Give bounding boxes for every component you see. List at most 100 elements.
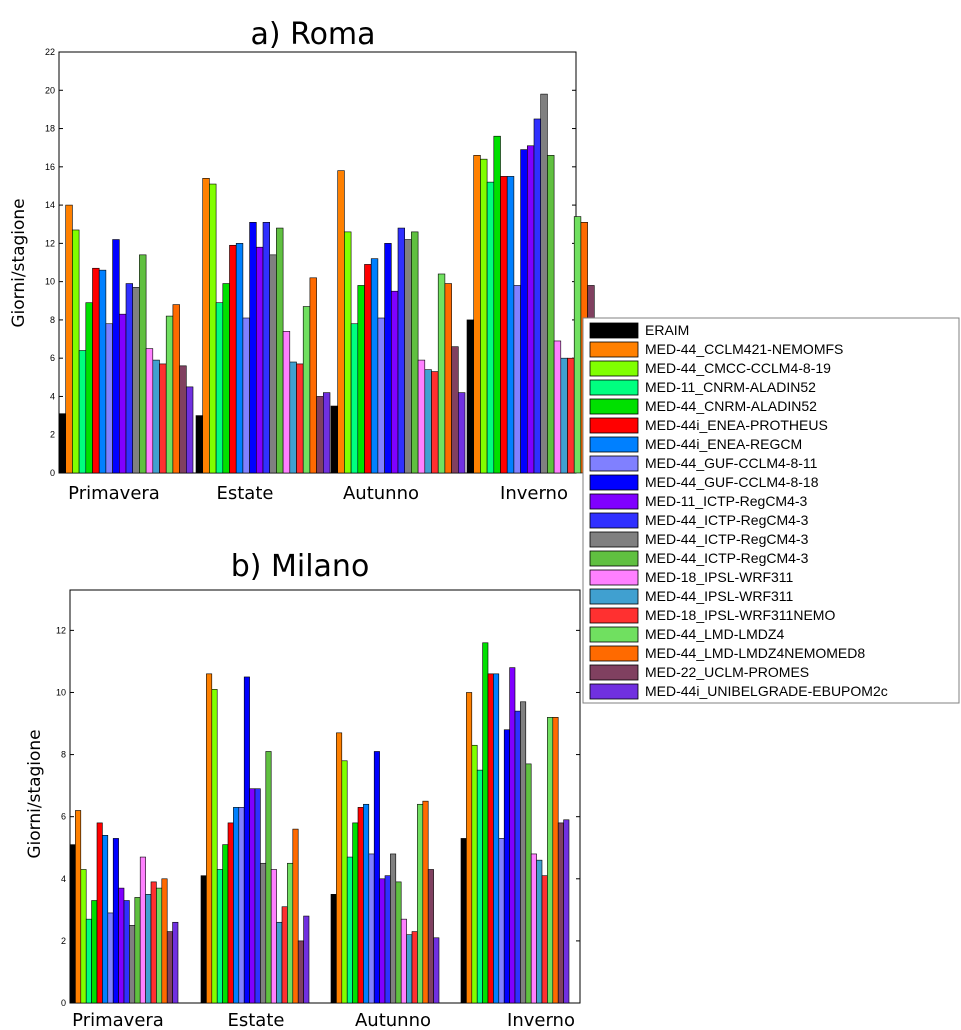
bar-milano-estate-14: [276, 921, 283, 1004]
legend-swatch: [589, 322, 639, 339]
bar-milano-autunno-3: [346, 856, 353, 1004]
bar-milano-primavera-6: [102, 835, 109, 1004]
bar-roma-autunno-18: [451, 346, 459, 474]
x-tick-label-inverno-milano: Inverno: [507, 1010, 575, 1030]
legend-swatch: [589, 664, 639, 681]
bar-roma-estate-16: [302, 306, 311, 474]
bar-milano-autunno-1: [336, 732, 343, 1004]
bar-roma-primavera-1: [65, 204, 73, 474]
legend-label: MED-44_CCLM421-NEMOMFS: [645, 341, 843, 357]
y-tick-label: 0: [50, 468, 55, 478]
bar-roma-primavera-8: [112, 239, 120, 474]
x-tick-labels-roma: Primavera Estate Autunno Inverno: [68, 483, 568, 504]
bar-roma-inverno-9: [526, 145, 535, 474]
legend-label: MED-44i_ENEA-REGCM: [645, 436, 802, 452]
x-tick-labels-milano: Primavera Estate Autunno Inverno: [72, 1010, 575, 1030]
bar-roma-inverno-11: [540, 93, 548, 474]
bar-milano-autunno-11: [390, 853, 397, 1004]
bar-milano-inverno-19: [563, 819, 570, 1004]
legend-swatch: [589, 626, 639, 643]
bar-milano-inverno-17: [552, 717, 559, 1004]
bar-roma-autunno-0: [330, 405, 338, 474]
x-tick-label-estate-milano: Estate: [228, 1010, 285, 1030]
bar-roma-primavera-17: [172, 304, 180, 474]
x-tick-label-primavera-roma: Primavera: [68, 483, 160, 504]
bar-roma-inverno-10: [533, 118, 541, 474]
bar-milano-estate-1: [206, 673, 213, 1004]
bar-milano-inverno-4: [482, 642, 489, 1004]
bar-milano-autunno-0: [330, 894, 337, 1004]
legend-box: [582, 317, 960, 704]
bar-milano-primavera-12: [134, 897, 141, 1004]
bar-milano-estate-11: [260, 862, 267, 1004]
legend-swatch: [589, 379, 639, 396]
bar-roma-inverno-2: [480, 158, 488, 474]
y-tick-label: 4: [50, 391, 55, 401]
bar-roma-inverno-7: [513, 285, 521, 474]
legend-label: MED-18_IPSL-WRF311: [645, 569, 794, 585]
bar-milano-autunno-7: [368, 853, 375, 1004]
bars-roma: [58, 93, 595, 474]
bar-roma-autunno-6: [370, 258, 379, 474]
bar-milano-autunno-4: [352, 822, 359, 1004]
bar-roma-estate-14: [289, 361, 297, 474]
bar-milano-inverno-12: [525, 763, 532, 1004]
y-tick-label: 6: [61, 812, 66, 822]
bar-milano-primavera-18: [166, 931, 173, 1004]
legend-swatch: [589, 341, 639, 358]
bar-milano-autunno-10: [384, 875, 391, 1004]
bar-milano-inverno-6: [493, 673, 500, 1004]
legend-swatch: [589, 360, 639, 377]
y-tick-label: 8: [61, 750, 66, 760]
legend-swatch: [589, 417, 639, 434]
bar-milano-estate-10: [254, 788, 261, 1004]
bar-roma-primavera-11: [132, 287, 140, 474]
bar-milano-autunno-12: [395, 881, 402, 1004]
legend-swatch: [589, 455, 639, 472]
legend-label: MED-44_GUF-CCLM4-8-11: [645, 455, 818, 471]
bar-milano-estate-15: [281, 906, 288, 1004]
bar-roma-estate-0: [195, 415, 203, 474]
bar-milano-estate-4: [222, 844, 229, 1004]
legend-swatch: [589, 512, 639, 529]
y-tick-label: 10: [45, 277, 55, 287]
bar-milano-estate-19: [303, 915, 310, 1004]
bar-milano-inverno-2: [471, 744, 478, 1004]
bar-roma-autunno-14: [424, 369, 432, 474]
y-tick-label: 18: [45, 124, 55, 134]
bar-roma-estate-5: [229, 244, 237, 474]
bar-roma-estate-19: [322, 392, 331, 474]
bar-roma-autunno-16: [437, 273, 446, 474]
bar-roma-inverno-1: [473, 155, 481, 474]
bar-milano-autunno-17: [422, 800, 429, 1004]
bar-roma-autunno-10: [397, 227, 405, 474]
y-tick-label: 10: [56, 687, 66, 697]
bar-roma-autunno-9: [390, 290, 399, 474]
y-tick-label: 6: [50, 353, 55, 363]
bar-milano-estate-13: [270, 869, 277, 1004]
legend-label: MED-44_CMCC-CCLM4-8-19: [645, 360, 831, 376]
bar-roma-autunno-7: [377, 317, 385, 474]
y-tick-label: 4: [61, 874, 66, 884]
bar-milano-inverno-5: [487, 673, 494, 1004]
y-tick-label: 0: [61, 998, 66, 1008]
bar-roma-autunno-17: [444, 283, 452, 474]
bar-milano-inverno-10: [514, 710, 521, 1004]
bar-roma-autunno-1: [337, 170, 345, 474]
bar-milano-primavera-1: [75, 810, 82, 1004]
bar-roma-inverno-3: [486, 181, 495, 474]
legend-swatch: [589, 493, 639, 510]
legend-label: MED-44i_UNIBELGRADE-EBUPOM2c: [645, 683, 888, 699]
bar-roma-autunno-15: [431, 371, 439, 474]
y-axis-label-milano: Giorni/stagione: [25, 729, 45, 858]
legend-label: MED-44_IPSL-WRF311: [645, 588, 794, 604]
bar-milano-estate-5: [227, 822, 234, 1004]
bar-roma-estate-15: [296, 363, 304, 474]
legend-swatch: [589, 607, 639, 624]
bar-milano-primavera-11: [129, 925, 136, 1004]
y-tick-label: 12: [45, 238, 55, 248]
bar-milano-estate-7: [238, 807, 245, 1004]
bar-roma-primavera-12: [139, 254, 147, 474]
bar-milano-estate-17: [292, 828, 299, 1004]
bar-roma-estate-2: [209, 183, 217, 474]
